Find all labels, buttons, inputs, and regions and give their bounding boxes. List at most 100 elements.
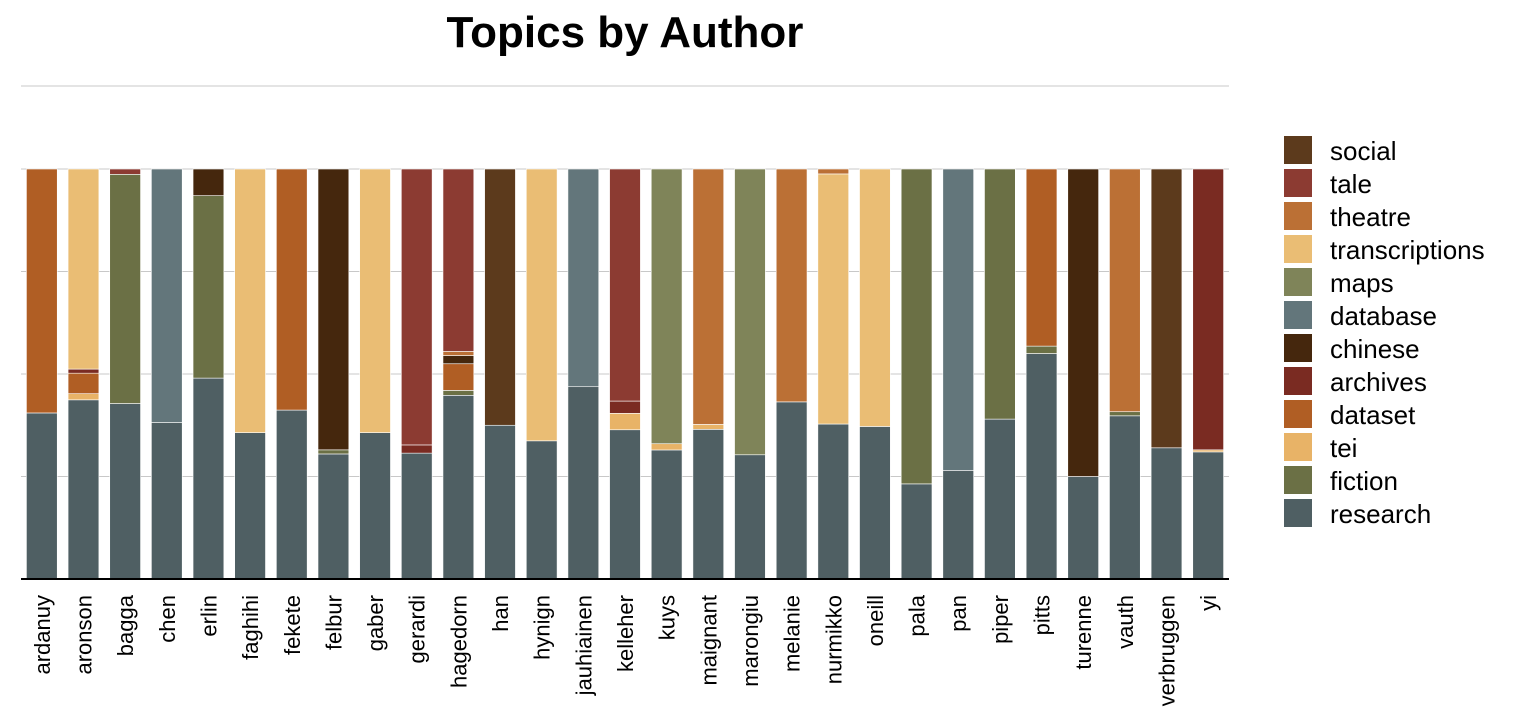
bar-segment-han-research [484,424,516,580]
legend-label-tei: tei [1330,433,1357,463]
legend-item-transcriptions: transcriptions [1284,235,1485,265]
x-tick-label-han: han [488,595,513,632]
bar-nurmikko [817,168,849,580]
bar-segment-faghihi-transcriptions [234,168,266,433]
x-tick-label-ardanuy: ardanuy [30,595,55,675]
bar-segment-felbur-fiction [317,449,350,455]
bar-segment-erlin-chinese [192,168,225,196]
bar-segment-hynign-transcriptions [525,168,558,442]
bar-gaber [359,168,391,580]
x-tick-label-hagedorn: hagedorn [446,595,471,688]
legend-swatch-tei [1284,433,1312,461]
legend-swatch-research [1284,499,1312,527]
legend-swatch-tale [1284,169,1312,197]
bar-fekete [276,168,308,580]
bar-segment-pitts-dataset [1025,168,1058,347]
x-tick-label-faghihi: faghihi [238,595,263,660]
bar-segment-kelleher-archives [609,400,641,414]
bar-kuys [650,168,683,580]
bar-segment-faghihi-research [234,432,266,580]
legend-label-database: database [1330,301,1437,331]
legend-label-social: social [1330,136,1396,166]
bar-oneill [859,168,891,580]
bar-segment-gerardi-tale [401,168,433,446]
bar-segment-aronson-archives [67,368,100,374]
bar-yi [1192,168,1224,580]
legend-swatch-archives [1284,367,1312,395]
bar-felbur [317,168,350,580]
bar-segment-turenne-research [1067,476,1099,580]
bar-segment-nurmikko-transcriptions [817,173,849,425]
bar-piper [984,168,1016,580]
bar-segment-kelleher-research [609,429,641,580]
bar-segment-marongiu-research [734,454,766,580]
bar-segment-aronson-dataset [67,372,100,394]
legend-swatch-social [1284,136,1312,164]
bar-segment-pala-research [900,483,933,580]
bar-verbruggen [1150,168,1183,580]
x-tick-label-pala: pala [905,594,930,636]
bar-segment-nurmikko-theatre [817,168,849,175]
legend: socialtaletheatretranscriptionsmapsdatab… [1284,136,1485,529]
bar-segment-yi-tei [1192,449,1224,453]
bar-segment-fekete-research [276,409,308,580]
legend-label-archives: archives [1330,367,1427,397]
legend-swatch-transcriptions [1284,235,1312,263]
legend-label-transcriptions: transcriptions [1330,235,1485,265]
x-tick-label-gerardi: gerardi [405,595,430,663]
bar-ardanuy [26,168,58,580]
x-tick-label-aronson: aronson [71,595,96,675]
x-tick-label-chen: chen [155,595,180,643]
x-tick-label-fekete: fekete [280,595,305,655]
x-tick-label-vauth: vauth [1113,595,1138,649]
legend-item-database: database [1284,301,1437,331]
bar-maignant [692,168,725,580]
bar-segment-pitts-research [1025,353,1058,580]
legend-item-theatre: theatre [1284,202,1411,232]
bar-segment-oneill-transcriptions [859,168,891,427]
bar-segment-kelleher-tale [609,168,641,402]
x-tick-labels: ardanuy aronson bagga chen erlin faghihi feket… [30,594,1221,706]
bar-segment-turenne-chinese [1067,168,1099,477]
bar-segment-jauhiainen-research [567,386,600,580]
bar-segment-kuys-research [650,449,683,580]
bar-segment-yi-research [1192,451,1224,580]
x-tick-label-oneill: oneill [863,595,888,646]
bar-segment-pan-research [942,470,974,580]
bar-segment-vauth-research [1109,415,1141,580]
x-tick-label-nurmikko: nurmikko [821,595,846,684]
legend-label-maps: maps [1330,268,1394,298]
bar-segment-aronson-research [67,399,100,580]
x-tick-label-turenne: turenne [1071,595,1096,670]
legend-item-tei: tei [1284,433,1357,463]
x-tick-label-felbur: felbur [321,595,346,650]
bar-segment-hagedorn-tale [442,168,475,352]
legend-item-chinese: chinese [1284,334,1420,364]
bar-segment-gerardi-research [401,452,433,580]
x-tick-label-kuys: kuys [655,595,680,640]
legend-swatch-chinese [1284,334,1312,362]
bar-segment-chen-database [151,168,183,423]
legend-label-theatre: theatre [1330,202,1411,232]
bar-segment-nurmikko-research [817,423,849,580]
bar-pitts [1025,168,1058,580]
bar-jauhiainen [567,168,600,580]
bar-kelleher [609,168,641,580]
x-tick-label-gaber: gaber [363,595,388,651]
bar-segment-piper-research [984,418,1016,580]
bar-aronson [67,168,100,580]
x-tick-label-erlin: erlin [196,595,221,637]
bar-segment-fekete-dataset [276,168,308,411]
bar-segment-aronson-transcriptions [67,168,100,370]
bar-segment-bagga-tale [109,168,141,175]
bar-segment-maignant-tei [692,424,725,430]
legend-label-tale: tale [1330,169,1372,199]
legend-item-research: research [1284,499,1431,529]
bar-marongiu [734,168,766,580]
x-tick-label-bagga: bagga [113,594,138,656]
bar-segment-vauth-fiction [1109,411,1141,417]
bar-segment-han-social [484,168,516,426]
x-tick-label-pitts: pitts [1030,595,1055,635]
bar-segment-kuys-maps [650,168,683,445]
